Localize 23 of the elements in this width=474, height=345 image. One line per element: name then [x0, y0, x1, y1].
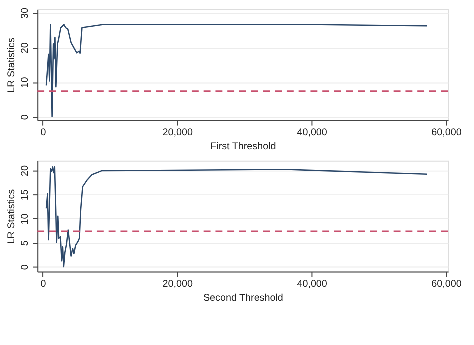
y-tick-label: 15: [20, 189, 32, 201]
x-tick-label: 60,000: [432, 279, 462, 290]
y-tick-label: 20: [20, 42, 32, 54]
line-series: [46, 24, 428, 118]
y-tick-label: 5: [20, 240, 32, 246]
x-axis-title: Second Threshold: [203, 292, 284, 304]
x-tick-label: 20,000: [162, 128, 194, 139]
x-tick-label: 0: [40, 279, 47, 290]
y-tick-label: 0: [20, 264, 32, 270]
x-axis-title: First Threshold: [210, 142, 276, 153]
x-tick-label: 20,000: [162, 279, 194, 290]
y-tick-label: 10: [20, 76, 32, 88]
y-tick-label: 10: [20, 213, 32, 225]
y-axis-title: LR Statistics: [6, 38, 18, 93]
line-series: [46, 166, 428, 268]
y-axis-title: LR Statistics: [6, 189, 18, 244]
x-tick-label: 40,000: [297, 279, 328, 290]
x-tick-label: 40,000: [297, 128, 328, 139]
x-tick-label: 60,000: [432, 128, 462, 139]
x-tick-label: 0: [40, 128, 47, 139]
y-tick-label: 20: [20, 165, 32, 177]
y-tick-label: 0: [20, 114, 32, 120]
y-tick-label: 30: [20, 7, 32, 19]
